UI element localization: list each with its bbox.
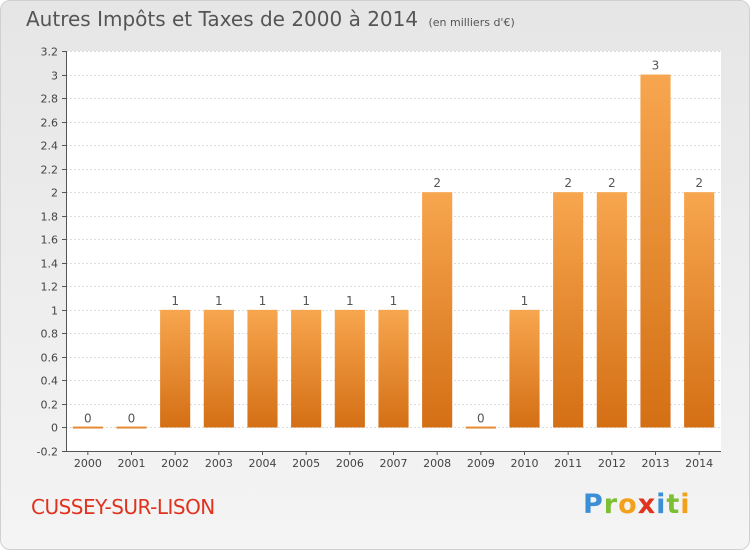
x-tick-label: 2012	[598, 457, 626, 470]
bar-value-label: 1	[259, 294, 267, 308]
y-tick-label: 1.8	[41, 211, 59, 224]
bar	[553, 192, 584, 428]
bar	[203, 309, 234, 428]
x-tick-label: 2006	[336, 457, 364, 470]
y-tick-label: 3	[51, 70, 58, 83]
bar	[72, 426, 103, 429]
x-tick-label: 2009	[467, 457, 495, 470]
y-tick-label: 1.6	[41, 234, 59, 247]
x-tick-label: 2007	[380, 457, 408, 470]
y-tick-label: 2.6	[41, 117, 59, 130]
chart-title: Autres Impôts et Taxes de 2000 à 2014 (e…	[26, 7, 515, 31]
bar	[247, 309, 278, 428]
bar-value-label: 1	[171, 294, 179, 308]
y-tick-label: 3.2	[41, 46, 59, 59]
x-tick-label: 2010	[511, 457, 539, 470]
x-tick-label: 2004	[249, 457, 277, 470]
x-tick-label: 2013	[642, 457, 670, 470]
bar	[378, 309, 409, 428]
y-tick-label: 2.4	[41, 140, 59, 153]
bar	[422, 192, 453, 428]
y-tick-label: 0.6	[41, 352, 59, 365]
label-layer: 0 2000 0 2001 1 2002 1 2003 1 2004 1 2005 1 2006 1 2007…	[74, 59, 713, 470]
bar-layer	[72, 74, 715, 429]
bar	[291, 309, 322, 428]
x-tick-label: 2002	[161, 457, 189, 470]
y-tick-label: 1	[51, 305, 58, 318]
bar	[509, 309, 540, 428]
bar-value-label: 1	[521, 294, 529, 308]
bar	[334, 309, 365, 428]
bar-value-label: 2	[433, 176, 441, 190]
y-tick-label: 2.2	[41, 164, 59, 177]
y-tick-label: 2.8	[41, 93, 59, 106]
x-tick-label: 2005	[292, 457, 320, 470]
bar-value-label: 0	[84, 411, 92, 425]
bar-value-label: 0	[477, 411, 485, 425]
x-tick-label: 2000	[74, 457, 102, 470]
bar-value-label: 1	[346, 294, 354, 308]
bar-value-label: 1	[390, 294, 398, 308]
y-tick-label: 0.4	[41, 375, 59, 388]
proxiti-logo[interactable]: Proxiti	[583, 489, 691, 520]
y-tick-label: 2	[51, 187, 58, 200]
bar	[640, 74, 671, 428]
bar-value-label: 1	[215, 294, 223, 308]
bar-value-label: 0	[128, 411, 136, 425]
bar-value-label: 2	[695, 176, 703, 190]
bar	[160, 309, 191, 428]
y-tick-label: 0.8	[41, 328, 59, 341]
y-tick-label: 0.2	[41, 399, 59, 412]
x-tick-label: 2003	[205, 457, 233, 470]
chart-title-text: Autres Impôts et Taxes de 2000 à 2014	[26, 7, 419, 31]
y-tick-label: 1.2	[41, 281, 59, 294]
chart-unit: (en milliers d'€)	[428, 16, 515, 29]
y-tick-label: -0.2	[37, 446, 58, 459]
bar-value-label: 2	[564, 176, 572, 190]
x-tick-label: 2001	[118, 457, 146, 470]
bar	[465, 426, 496, 429]
y-tick-label: 0	[51, 422, 58, 435]
y-tick-label: 1.4	[41, 258, 59, 271]
bar	[684, 192, 715, 428]
bar-value-label: 2	[608, 176, 616, 190]
bar-value-label: 3	[652, 59, 660, 73]
axis-layer: -0.2 0 0.2 0.4 0.6 0.8 1 1.2 1.4 1.6 1.8 2 2.2 2.4 2.6…	[37, 46, 721, 459]
bar	[116, 426, 147, 429]
x-tick-label: 2011	[554, 457, 582, 470]
bar	[596, 192, 627, 428]
x-tick-label: 2008	[423, 457, 451, 470]
commune-name: CUSSEY-SUR-LISON	[31, 495, 215, 519]
x-tick-label: 2014	[685, 457, 713, 470]
bar-value-label: 1	[302, 294, 310, 308]
